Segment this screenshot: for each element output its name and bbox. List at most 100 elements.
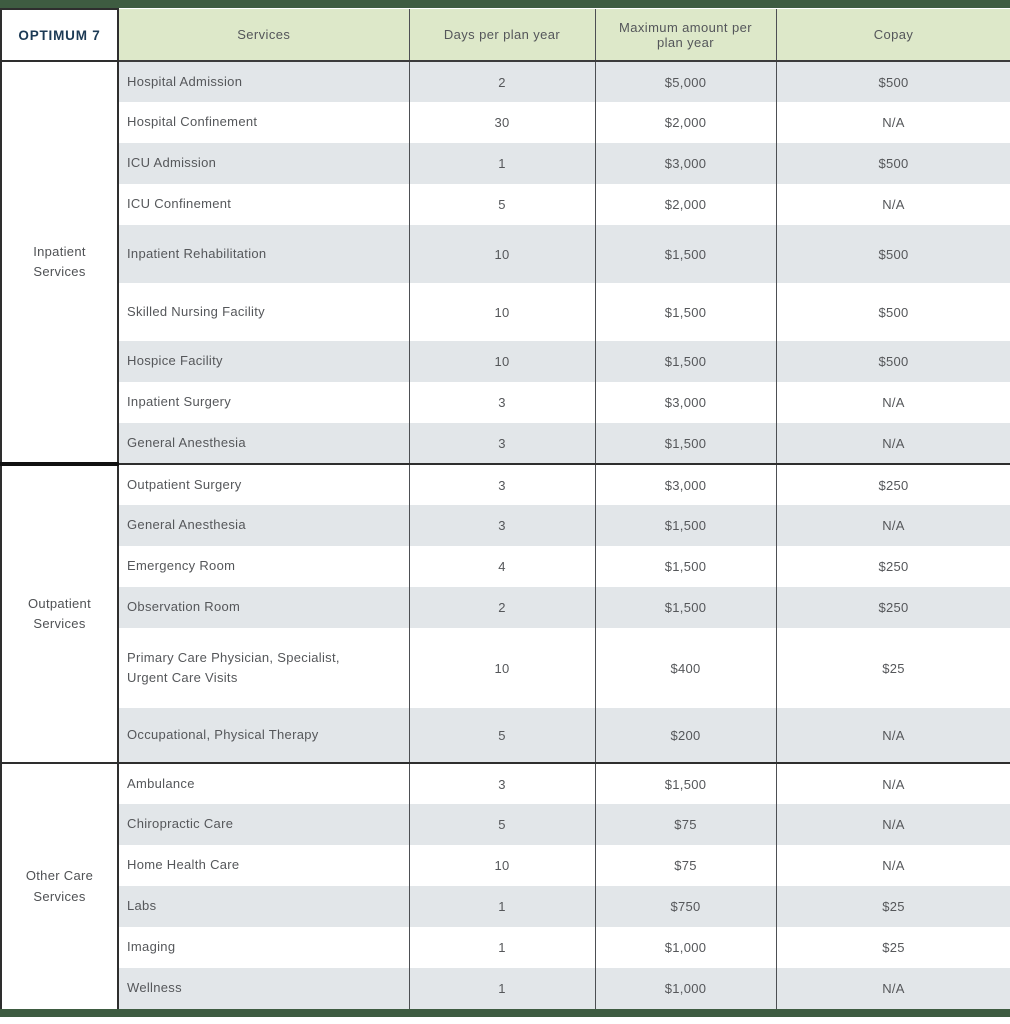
days-cell: 10 <box>408 283 595 341</box>
group-label-cell: Other Care Services <box>1 763 119 1009</box>
service-name-cell: Inpatient Rehabilitation <box>117 225 409 283</box>
table-row: Other Care Services Ambulance 3 $1,500 N… <box>1 763 1010 1009</box>
days-cell: 10 <box>408 845 595 886</box>
max-amount-cell: $3,000 <box>594 464 776 505</box>
max-amount-cell: $75 <box>594 845 776 886</box>
days-cell: 10 <box>408 225 595 283</box>
max-amount-cell: $1,500 <box>594 587 776 628</box>
max-amount-cell: $1,500 <box>594 283 776 341</box>
benefits-table-body: Inpatient Services Hospital Admission 2 … <box>1 61 1010 1009</box>
copay-cell: $250 <box>775 587 1010 628</box>
column-header-max-amount: Maximum amount per plan year <box>594 9 776 62</box>
table-row: ICU Confinement 5 $2,000 N/A <box>1 184 1010 225</box>
days-cell: 5 <box>408 804 595 845</box>
table-row: Home Health Care 10 $75 N/A <box>1 845 1010 886</box>
benefits-table-header: OPTIMUM 7 Services Days per plan year Ma… <box>0 8 1010 62</box>
days-cell: 1 <box>408 927 595 968</box>
copay-cell: $25 <box>775 628 1010 708</box>
service-name-cell: Hospital Admission <box>117 61 409 102</box>
max-amount-cell: $2,000 <box>594 102 776 143</box>
service-name-cell: Observation Room <box>117 587 409 628</box>
max-amount-cell: $1,500 <box>594 763 776 804</box>
copay-cell: N/A <box>775 804 1010 845</box>
days-cell: 3 <box>408 464 595 505</box>
service-name-cell: Inpatient Surgery <box>117 382 409 423</box>
copay-cell: $500 <box>775 61 1010 102</box>
copay-cell: N/A <box>775 423 1010 465</box>
column-header-services: Services <box>117 9 409 62</box>
days-cell: 1 <box>408 886 595 927</box>
max-amount-cell: $3,000 <box>594 382 776 423</box>
copay-cell: N/A <box>775 102 1010 143</box>
days-cell: 2 <box>408 61 595 102</box>
table-row: Hospice Facility 10 $1,500 $500 <box>1 341 1010 382</box>
max-amount-cell: $1,500 <box>594 546 776 587</box>
copay-cell: $500 <box>775 143 1010 184</box>
max-amount-cell: $1,000 <box>594 968 776 1009</box>
service-name-cell: General Anesthesia <box>117 423 409 465</box>
days-cell: 3 <box>408 763 595 804</box>
copay-cell: $500 <box>775 225 1010 283</box>
table-row: Wellness 1 $1,000 N/A <box>1 968 1010 1009</box>
table-row: ICU Admission 1 $3,000 $500 <box>1 143 1010 184</box>
group-label-cell: Outpatient Services <box>1 464 119 764</box>
table-row: Inpatient Rehabilitation 10 $1,500 $500 <box>1 225 1010 283</box>
copay-cell: N/A <box>775 845 1010 886</box>
plan-name: OPTIMUM 7 <box>0 8 119 62</box>
service-name-cell: Occupational, Physical Therapy <box>117 708 409 764</box>
table-row: Occupational, Physical Therapy 5 $200 N/… <box>1 708 1010 764</box>
copay-cell: $25 <box>775 886 1010 927</box>
benefits-table: OPTIMUM 7 Services Days per plan year Ma… <box>0 8 1010 1009</box>
max-amount-cell: $75 <box>594 804 776 845</box>
column-header-days: Days per plan year <box>408 9 595 62</box>
table-row: Outpatient Services Outpatient Surgery 3… <box>1 464 1010 764</box>
table-row: Skilled Nursing Facility 10 $1,500 $500 <box>1 283 1010 341</box>
service-name-cell: Hospital Confinement <box>117 102 409 143</box>
bottom-accent-bar <box>0 1009 1010 1017</box>
table-row: Observation Room 2 $1,500 $250 <box>1 587 1010 628</box>
service-name-cell: Primary Care Physician, Specialist, Urge… <box>117 628 409 708</box>
service-name-cell: Ambulance <box>117 763 409 804</box>
days-cell: 10 <box>408 341 595 382</box>
column-header-copay: Copay <box>775 9 1010 62</box>
copay-cell: N/A <box>775 382 1010 423</box>
copay-cell: N/A <box>775 763 1010 804</box>
service-name-cell: ICU Admission <box>117 143 409 184</box>
service-name-cell: Wellness <box>117 968 409 1009</box>
days-cell: 3 <box>408 505 595 546</box>
max-amount-cell: $1,500 <box>594 423 776 465</box>
service-name-cell: Labs <box>117 886 409 927</box>
days-cell: 5 <box>408 184 595 225</box>
group-label-cell: Inpatient Services <box>1 61 119 466</box>
copay-cell: $500 <box>775 341 1010 382</box>
max-amount-cell: $5,000 <box>594 61 776 102</box>
days-cell: 5 <box>408 708 595 764</box>
service-name-cell: Chiropractic Care <box>117 804 409 845</box>
days-cell: 4 <box>408 546 595 587</box>
service-name-cell: Hospice Facility <box>117 341 409 382</box>
service-name-cell: Outpatient Surgery <box>117 464 409 505</box>
table-row: Chiropractic Care 5 $75 N/A <box>1 804 1010 845</box>
copay-cell: N/A <box>775 184 1010 225</box>
top-accent-bar <box>0 0 1010 8</box>
days-cell: 3 <box>408 423 595 465</box>
days-cell: 30 <box>408 102 595 143</box>
copay-cell: $250 <box>775 546 1010 587</box>
max-amount-cell: $400 <box>594 628 776 708</box>
service-name-cell: Skilled Nursing Facility <box>117 283 409 341</box>
days-cell: 3 <box>408 382 595 423</box>
copay-cell: $250 <box>775 464 1010 505</box>
service-name-cell: Emergency Room <box>117 546 409 587</box>
table-row: General Anesthesia 3 $1,500 N/A <box>1 505 1010 546</box>
copay-cell: N/A <box>775 708 1010 764</box>
days-cell: 10 <box>408 628 595 708</box>
copay-cell: N/A <box>775 968 1010 1009</box>
service-name-cell: General Anesthesia <box>117 505 409 546</box>
copay-cell: $500 <box>775 283 1010 341</box>
table-row: Labs 1 $750 $25 <box>1 886 1010 927</box>
table-row: General Anesthesia 3 $1,500 N/A <box>1 423 1010 465</box>
table-row: Primary Care Physician, Specialist, Urge… <box>1 628 1010 708</box>
max-amount-cell: $1,500 <box>594 225 776 283</box>
max-amount-cell: $1,000 <box>594 927 776 968</box>
days-cell: 1 <box>408 143 595 184</box>
